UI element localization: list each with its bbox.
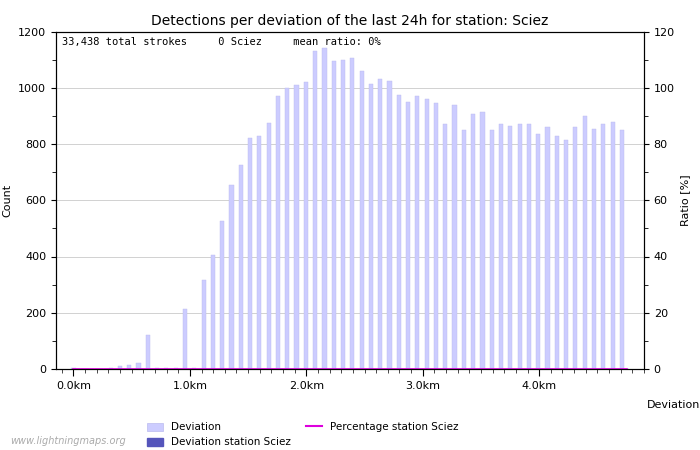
Bar bbox=[620, 130, 624, 369]
Text: 33,438 total strokes     0 Sciez     mean ratio: 0%: 33,438 total strokes 0 Sciez mean ratio:… bbox=[62, 36, 381, 46]
Bar bbox=[564, 140, 568, 369]
Bar bbox=[387, 81, 391, 369]
Bar bbox=[285, 88, 289, 369]
Bar bbox=[350, 58, 354, 369]
Bar bbox=[369, 84, 373, 369]
Bar bbox=[127, 365, 132, 369]
Bar bbox=[480, 112, 484, 369]
Bar bbox=[239, 165, 243, 369]
Bar bbox=[211, 255, 215, 369]
Bar bbox=[545, 127, 550, 369]
Bar bbox=[462, 130, 466, 369]
Bar bbox=[230, 185, 234, 369]
Bar bbox=[248, 139, 252, 369]
Bar bbox=[490, 130, 493, 369]
Bar bbox=[295, 85, 299, 369]
Title: Detections per deviation of the last 24h for station: Sciez: Detections per deviation of the last 24h… bbox=[151, 14, 549, 27]
Bar bbox=[610, 122, 615, 369]
Bar bbox=[452, 105, 456, 369]
Bar bbox=[341, 59, 345, 369]
Bar bbox=[108, 368, 113, 369]
Bar bbox=[378, 79, 382, 369]
Bar bbox=[258, 135, 261, 369]
Bar bbox=[118, 366, 122, 369]
Text: www.lightningmaps.org: www.lightningmaps.org bbox=[10, 436, 126, 446]
Bar bbox=[434, 103, 438, 369]
Bar bbox=[508, 126, 512, 369]
Bar bbox=[527, 124, 531, 369]
Y-axis label: Ratio [%]: Ratio [%] bbox=[680, 175, 690, 226]
Bar bbox=[276, 96, 280, 369]
Bar bbox=[415, 96, 419, 369]
Bar bbox=[471, 114, 475, 369]
Bar bbox=[592, 129, 596, 369]
Bar bbox=[332, 61, 336, 369]
Bar bbox=[313, 51, 317, 369]
Legend: Deviation, Deviation station Sciez, Percentage station Sciez: Deviation, Deviation station Sciez, Perc… bbox=[143, 418, 463, 450]
Bar bbox=[174, 368, 178, 369]
Bar bbox=[536, 134, 540, 369]
Bar bbox=[136, 363, 141, 369]
Bar bbox=[425, 99, 429, 369]
Bar bbox=[499, 124, 503, 369]
Bar bbox=[220, 221, 224, 369]
Bar bbox=[582, 116, 587, 369]
Bar bbox=[573, 127, 578, 369]
Bar bbox=[601, 124, 606, 369]
Bar bbox=[360, 71, 364, 369]
Bar bbox=[202, 280, 206, 369]
Bar bbox=[155, 368, 159, 369]
Bar bbox=[397, 95, 401, 369]
Bar bbox=[146, 335, 150, 369]
Bar bbox=[517, 124, 522, 369]
Bar bbox=[323, 49, 326, 369]
Bar bbox=[406, 102, 410, 369]
Bar bbox=[304, 82, 308, 369]
Y-axis label: Count: Count bbox=[3, 184, 13, 217]
Bar bbox=[443, 124, 447, 369]
Bar bbox=[554, 135, 559, 369]
Bar bbox=[164, 368, 169, 369]
Bar bbox=[193, 368, 197, 369]
Bar bbox=[267, 123, 271, 369]
Bar bbox=[183, 309, 187, 369]
Text: Deviations: Deviations bbox=[648, 400, 700, 410]
